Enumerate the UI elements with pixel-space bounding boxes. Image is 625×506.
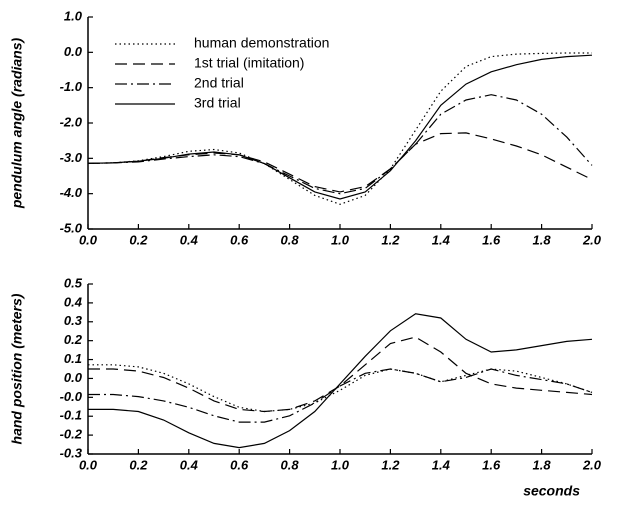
y-tick-label: -1.0 xyxy=(60,79,83,94)
x-tick-label: 0.4 xyxy=(180,457,199,472)
y-tick-label: 0.1 xyxy=(64,351,82,366)
x-tick-label: 1.0 xyxy=(331,457,350,472)
y-tick-label: -3.0 xyxy=(60,150,83,165)
x-tick-label: 1.8 xyxy=(533,232,552,247)
y-tick-label: 0.5 xyxy=(64,275,83,290)
x-tick-label: 1.6 xyxy=(482,232,501,247)
x-tick-label: 0.2 xyxy=(129,457,148,472)
x-tick-label: 0.8 xyxy=(281,232,300,247)
series-line xyxy=(88,364,593,413)
x-tick-label: 1.8 xyxy=(533,457,552,472)
y-axis-label: hand position (meters) xyxy=(9,293,25,444)
y-tick-label: -4.0 xyxy=(60,185,83,200)
x-tick-label: 2.0 xyxy=(582,232,602,247)
series-line xyxy=(88,313,593,449)
legend-label: 1st trial (imitation) xyxy=(194,55,304,71)
x-tick-label: 0.6 xyxy=(230,457,249,472)
y-tick-label: 0.0 xyxy=(64,370,83,385)
y-tick-label: -2.0 xyxy=(60,114,83,129)
legend-label: human demonstration xyxy=(194,35,329,51)
x-tick-label: 1.4 xyxy=(432,457,451,472)
series-line xyxy=(87,94,593,195)
x-tick-label: 2.0 xyxy=(582,457,602,472)
x-tick-label: 1.2 xyxy=(381,232,400,247)
y-tick-label: -0.3 xyxy=(60,445,83,460)
legend-label: 2nd trial xyxy=(194,75,244,91)
x-axis-label: seconds xyxy=(523,483,580,499)
chart: 0.50.40.30.20.10.0-0.0-0.1-0.2-0.30.0 0.2… xyxy=(9,275,602,498)
x-tick-label: 0.0 xyxy=(79,232,98,247)
x-tick-label: 0.2 xyxy=(129,232,148,247)
x-tick-label: 1.0 xyxy=(331,232,350,247)
x-tick-label: 1.4 xyxy=(432,232,451,247)
y-tick-label: 0.2 xyxy=(64,332,83,347)
y-tick-label: 1.0 xyxy=(64,8,83,23)
x-tick-label: 0.8 xyxy=(281,457,300,472)
legend-label: 3rd trial xyxy=(194,95,241,111)
series-line xyxy=(87,52,592,205)
y-tick-label: -5.0 xyxy=(60,220,83,235)
y-tick-label: -0.1 xyxy=(60,408,82,423)
y-tick-label: 0.4 xyxy=(64,294,83,309)
x-tick-label: 1.6 xyxy=(482,457,501,472)
x-tick-label: 0.0 xyxy=(79,457,98,472)
series-line xyxy=(87,54,593,200)
x-tick-label: 1.2 xyxy=(381,457,400,472)
chart: 1.00.0-1.0-2.0-3.0-4.0-5.00.0 0.2 0.4 0.6 0.… xyxy=(9,8,602,247)
y-tick-label: 0.0 xyxy=(64,44,83,59)
y-tick-label: -0.2 xyxy=(60,427,83,442)
y-tick-label: -0.0 xyxy=(60,389,83,404)
y-tick-label: 0.3 xyxy=(64,313,83,328)
y-axis-label: pendulum angle (radians) xyxy=(9,37,25,209)
x-tick-label: 0.6 xyxy=(230,232,249,247)
series-line xyxy=(88,368,593,423)
series-line xyxy=(87,132,593,193)
x-tick-label: 0.4 xyxy=(180,232,199,247)
